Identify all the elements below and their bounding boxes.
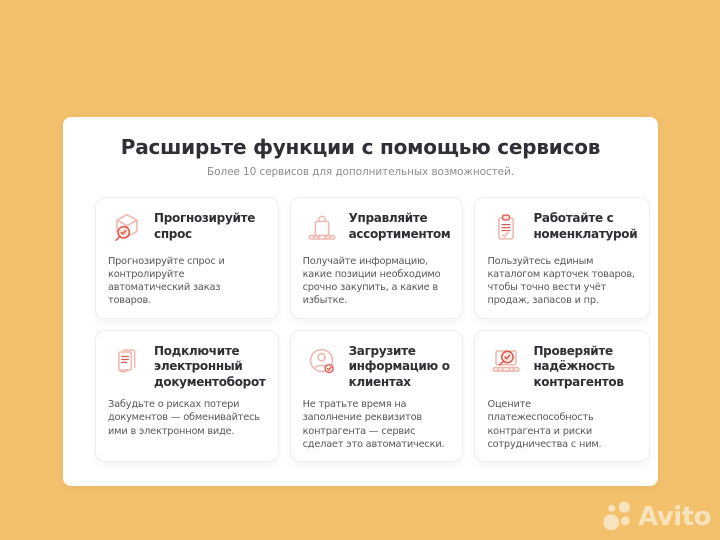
avito-brand-text: Avito bbox=[638, 501, 711, 532]
card-title: Проверяйте надёжность контрагентов bbox=[533, 343, 624, 389]
card-description: Оцените платежеспособность контрагента и… bbox=[487, 399, 602, 450]
card-header: Управляйте ассортиментом bbox=[303, 209, 451, 247]
card-header: Загрузите информацию о клиентах bbox=[303, 342, 451, 391]
avito-watermark: Avito bbox=[602, 500, 711, 533]
card-header: Работайте с номенклатурой bbox=[487, 209, 638, 247]
page-title: Расширьте функции с помощью сервисов bbox=[120, 135, 601, 159]
avito-dots-icon bbox=[602, 500, 635, 533]
card-title: Загрузите информацию о клиентах bbox=[348, 343, 450, 389]
card-description: Не тратьте время на заполнение реквизито… bbox=[302, 399, 445, 450]
clipboard-checklist-icon bbox=[487, 209, 525, 247]
person-check-icon bbox=[303, 342, 341, 380]
cube-magnifier-check-icon bbox=[108, 209, 146, 247]
card-description: Прогнозируйте спрос и контролируйте авто… bbox=[108, 256, 225, 307]
card-description: Пользуйтесь единым каталогом карточек то… bbox=[487, 256, 635, 307]
laptop-magnifier-check-icon bbox=[487, 342, 525, 380]
service-cards-grid: Прогнозируйте спрос Прогнозируйте спрос … bbox=[95, 197, 651, 462]
shopping-bag-laptop-icon bbox=[303, 209, 341, 247]
service-card-forecast-demand: Прогнозируйте спрос Прогнозируйте спрос … bbox=[95, 197, 279, 319]
services-panel: Расширьте функции с помощью сервисов Бол… bbox=[63, 117, 658, 486]
card-header: Прогнозируйте спрос bbox=[108, 209, 266, 247]
service-card-nomenclature: Работайте с номенклатурой Пользуйтесь ед… bbox=[474, 197, 651, 319]
service-card-manage-assortment: Управляйте ассортиментом Получайте инфор… bbox=[289, 197, 464, 319]
card-header: Подключите электронный документоборот bbox=[108, 342, 266, 391]
documents-lines-icon bbox=[108, 342, 146, 380]
card-title: Подключите электронный документоборот bbox=[154, 343, 266, 389]
page-subtitle: Более 10 сервисов для дополнительных воз… bbox=[207, 166, 514, 178]
card-title: Прогнозируйте спрос bbox=[154, 211, 256, 241]
service-card-client-info: Загрузите информацию о клиентах Не трать… bbox=[289, 329, 464, 462]
card-header: Проверяйте надёжность контрагентов bbox=[487, 342, 637, 391]
card-description: Получайте информацию, какие позиции необ… bbox=[302, 256, 441, 307]
card-description: Забудьте о рисках потери документов — об… bbox=[108, 399, 260, 437]
service-card-electronic-documents: Подключите электронный документоборот За… bbox=[95, 329, 279, 462]
card-title: Управляйте ассортиментом bbox=[348, 211, 451, 241]
service-card-check-contractors: Проверяйте надёжность контрагентов Оцени… bbox=[474, 329, 651, 462]
card-title: Работайте с номенклатурой bbox=[533, 211, 638, 241]
